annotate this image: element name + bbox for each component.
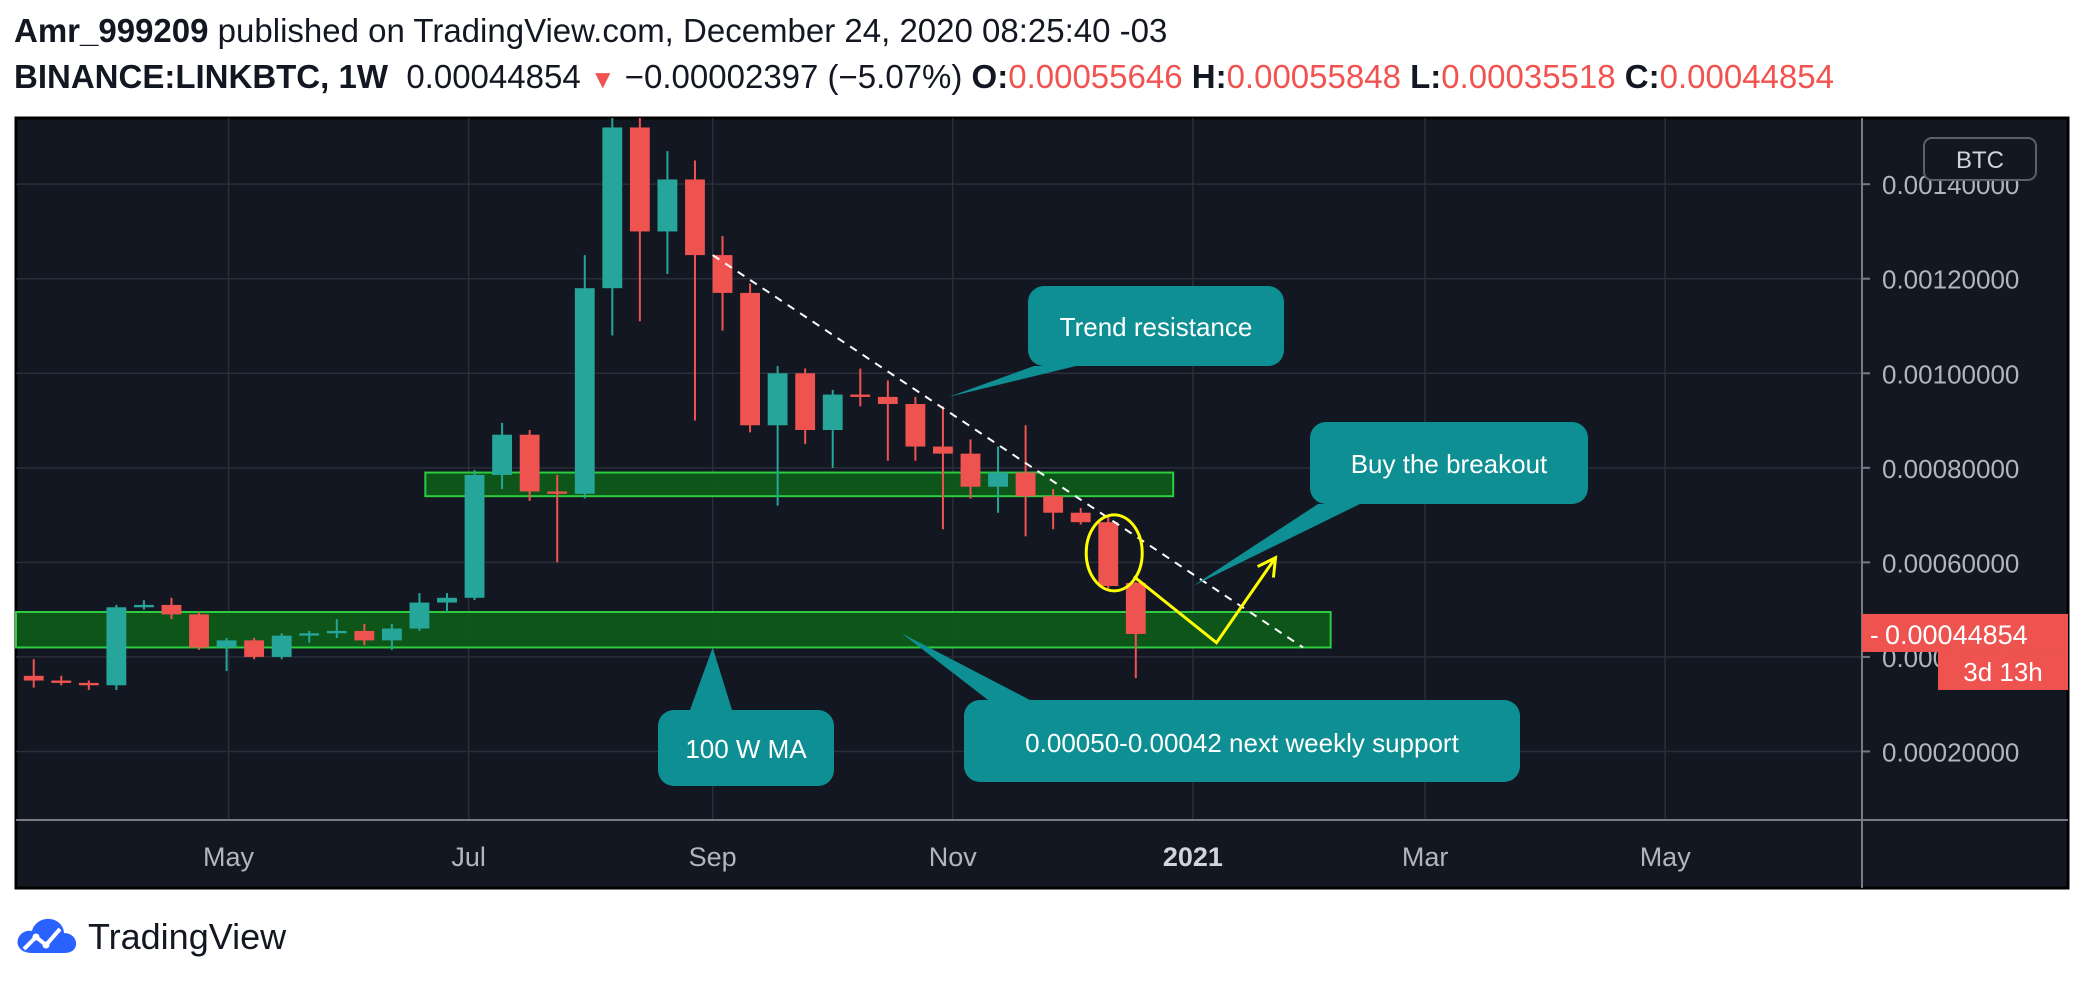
candle-body[interactable] <box>326 630 347 634</box>
price-tick-label: 0.00060000 <box>1882 548 2019 578</box>
symbol-name[interactable]: BINANCE:LINKBTC, 1W <box>14 58 388 95</box>
open-label: O: <box>971 58 1009 95</box>
candle-body[interactable] <box>1070 512 1091 523</box>
close-value: 0.00044854 <box>1659 58 1834 95</box>
candle-body[interactable] <box>189 614 209 648</box>
countdown-text: 3d 13h <box>1963 657 2043 687</box>
trend-resistance-line[interactable] <box>712 254 1304 649</box>
author-name[interactable]: Amr_999209 <box>14 12 209 49</box>
callout-text: Trend resistance <box>1060 312 1253 342</box>
candle-body[interactable] <box>905 404 926 447</box>
candle-body[interactable] <box>464 474 485 598</box>
candle-body[interactable] <box>1125 582 1146 634</box>
callout-pointer <box>1192 504 1360 586</box>
callout-pointer <box>948 366 1076 397</box>
candle-body[interactable] <box>574 288 595 494</box>
chart-publish-line: Amr_999209 published on TradingView.com,… <box>14 12 1167 50</box>
cloud-logo-icon <box>17 918 77 953</box>
candle-body[interactable] <box>767 373 788 426</box>
high-label: H: <box>1191 58 1227 95</box>
countdown-badge <box>1938 651 2068 690</box>
candle-body[interactable] <box>134 604 154 608</box>
tradingview-logo[interactable]: TradingView <box>14 912 286 962</box>
candle-body[interactable] <box>492 434 513 475</box>
candle-body[interactable] <box>712 255 733 293</box>
candle-body[interactable] <box>78 682 99 686</box>
candle-body[interactable] <box>354 630 375 641</box>
callout-pointer <box>690 647 732 710</box>
callout-text: 0.00050-0.00042 next weekly support <box>1025 728 1459 758</box>
price-tick-label: 0.00120000 <box>1882 265 2019 295</box>
candle-body[interactable] <box>740 292 760 426</box>
candle-body[interactable] <box>795 373 816 430</box>
candle-body[interactable] <box>988 472 1008 487</box>
callout-pointer <box>901 633 1030 700</box>
candle-body[interactable] <box>216 640 237 648</box>
callout-box[interactable] <box>1310 422 1588 504</box>
last-price: 0.00044854 <box>406 58 581 95</box>
candle-body[interactable] <box>1015 472 1036 497</box>
callout-box[interactable] <box>964 700 1520 782</box>
candle-body[interactable] <box>161 604 182 615</box>
candle-body[interactable] <box>602 127 623 289</box>
currency-badge[interactable] <box>1923 137 2037 181</box>
publish-info: published on TradingView.com, December 2… <box>217 12 1168 49</box>
highlight-ellipse[interactable] <box>1084 513 1144 593</box>
candle-body[interactable] <box>381 628 402 641</box>
candle-body[interactable] <box>933 446 953 454</box>
time-tick-label: May <box>203 842 255 872</box>
last-price-dash: - <box>1870 620 1879 650</box>
candle-body[interactable] <box>1098 522 1119 586</box>
callout-text: Buy the breakout <box>1351 449 1548 479</box>
time-tick-label: Nov <box>929 842 978 872</box>
candle-body[interactable] <box>106 607 127 686</box>
price-chart[interactable]: Trend resistance Buy the breakout 100 W MA… <box>0 0 2083 900</box>
callout-box[interactable] <box>658 710 834 786</box>
candle-body[interactable] <box>1043 496 1064 513</box>
time-tick-label: 2021 <box>1163 842 1223 872</box>
candle-body[interactable] <box>685 179 705 256</box>
projection-path[interactable] <box>1132 556 1277 645</box>
candle-body[interactable] <box>629 127 650 232</box>
candle-body[interactable] <box>437 597 457 603</box>
currency-badge-text: BTC <box>1956 147 2004 174</box>
low-label: L: <box>1410 58 1442 95</box>
candle-body[interactable] <box>244 640 265 657</box>
callout-text: 100 W MA <box>685 734 807 764</box>
candle-body[interactable] <box>299 633 320 636</box>
candle-body[interactable] <box>519 434 540 492</box>
candle-body[interactable] <box>547 491 568 494</box>
low-value: 0.00035518 <box>1441 58 1616 95</box>
candle-body[interactable] <box>960 453 981 487</box>
projection-arrowhead-icon <box>1256 555 1278 578</box>
symbol-info-line: BINANCE:LINKBTC, 1W 0.00044854 ▼ −0.0000… <box>14 58 1834 96</box>
down-arrow-icon: ▼ <box>589 64 616 94</box>
time-tick-label: Sep <box>689 842 737 872</box>
time-tick-label: Jul <box>451 842 486 872</box>
price-tick-label: 0.00100000 <box>1882 359 2019 389</box>
candle-body[interactable] <box>23 675 44 681</box>
last-price-text: 0.00044854 <box>1885 620 2028 650</box>
support-zone[interactable] <box>424 471 1175 498</box>
candle-body[interactable] <box>657 179 678 232</box>
price-tick-label: 0.00020000 <box>1882 737 2019 767</box>
candle-body[interactable] <box>409 602 430 629</box>
price-change: −0.00002397 (−5.07%) <box>624 58 963 95</box>
last-price-badge <box>1862 613 2068 652</box>
callout-box[interactable] <box>1028 286 1284 366</box>
time-tick-label: Mar <box>1402 842 1449 872</box>
candle-body[interactable] <box>822 394 843 430</box>
open-value: 0.00055646 <box>1008 58 1183 95</box>
candle-body[interactable] <box>51 680 72 683</box>
time-tick-label: May <box>1640 842 1692 872</box>
close-label: C: <box>1624 58 1660 95</box>
candle-body[interactable] <box>850 394 871 397</box>
candle-body[interactable] <box>271 635 292 657</box>
price-tick-label: 0.00080000 <box>1882 454 2019 484</box>
candle-body[interactable] <box>877 396 898 404</box>
high-value: 0.00055848 <box>1226 58 1401 95</box>
brand-text: TradingView <box>88 916 287 957</box>
